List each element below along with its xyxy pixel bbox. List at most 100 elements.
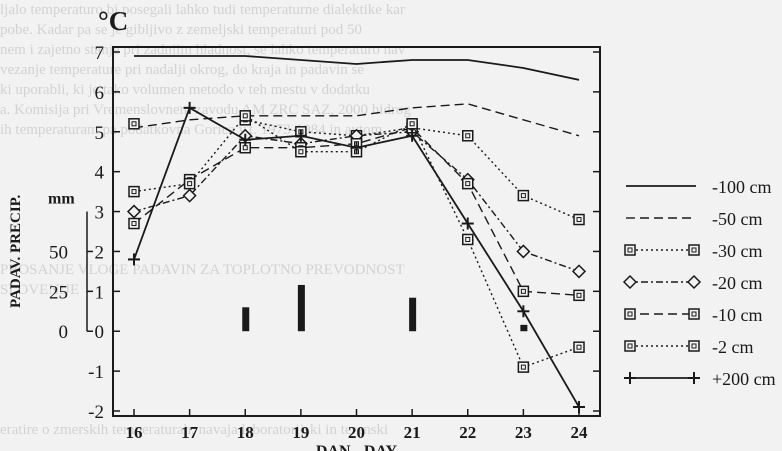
legend-label: -20 cm xyxy=(712,273,762,293)
x-tick-label: 19 xyxy=(292,423,309,442)
precip-bar xyxy=(297,284,305,332)
square-marker-inner xyxy=(131,189,137,195)
square-marker-inner xyxy=(576,292,582,298)
square-marker-inner xyxy=(131,121,137,127)
square-marker xyxy=(295,145,307,158)
precip-tick-label: 50 xyxy=(49,242,68,263)
square-marker xyxy=(239,110,251,122)
legend-entry: -2 cm xyxy=(624,337,753,357)
square-marker xyxy=(573,341,585,353)
x-tick-label: 20 xyxy=(348,423,365,442)
square-marker xyxy=(688,340,700,352)
square-marker-inner xyxy=(627,343,633,349)
square-marker xyxy=(624,244,636,256)
square-marker-inner xyxy=(627,311,633,317)
square-marker-inner xyxy=(187,181,193,187)
y-tick-label: 3 xyxy=(95,203,105,224)
diamond-marker xyxy=(622,274,638,290)
square-marker xyxy=(573,213,585,226)
square-marker-inner xyxy=(576,217,582,223)
square-marker xyxy=(462,177,474,190)
plot-frame xyxy=(112,46,601,417)
square-marker-inner xyxy=(465,181,471,187)
legend-label: -2 cm xyxy=(712,337,753,357)
background-line: SLOVENIJE xyxy=(0,282,80,298)
square-marker xyxy=(128,185,140,198)
background-line: ljalo temperaturo bi posegali lahko tudi… xyxy=(0,2,405,18)
square-marker-inner xyxy=(520,193,526,199)
square-marker-inner xyxy=(242,113,248,119)
square-marker-inner xyxy=(691,311,697,317)
y-tick-label: -2 xyxy=(88,402,104,423)
square-marker xyxy=(517,285,530,298)
legend-label: -50 cm xyxy=(712,209,762,229)
square-marker-inner xyxy=(520,364,526,370)
diamond-marker xyxy=(126,204,142,219)
legend-entry: -20 cm xyxy=(622,273,762,293)
square-marker xyxy=(517,189,530,202)
precip-bar xyxy=(409,297,417,332)
square-marker xyxy=(624,308,636,320)
y-tick-label: 7 xyxy=(95,43,105,64)
legend-label: +200 cm xyxy=(712,369,776,389)
legend-entry: +200 cm xyxy=(624,369,776,389)
x-tick-label: 18 xyxy=(237,423,254,442)
y-axis-label: °C xyxy=(98,6,128,36)
square-marker xyxy=(462,233,474,246)
y-tick-label: 4 xyxy=(95,163,105,184)
diamond-marker xyxy=(571,264,587,279)
square-marker-inner xyxy=(465,133,471,139)
y-tick-label: 6 xyxy=(95,83,105,104)
square-marker-inner xyxy=(465,236,471,242)
square-marker xyxy=(517,361,530,373)
precip-bar xyxy=(520,324,528,332)
precip-bar xyxy=(242,307,250,332)
x-tick-label: 21 xyxy=(404,423,421,442)
x-axis-label: DAN - DAY xyxy=(316,443,398,451)
precip-unit-label: mm xyxy=(48,191,75,208)
square-marker-inner xyxy=(627,247,633,253)
diamond-marker xyxy=(686,274,702,290)
legend-label: -100 cm xyxy=(712,177,771,197)
series-plus200cm xyxy=(128,101,585,414)
legend-entry: -100 cm xyxy=(626,177,771,197)
precip-tick-label: 25 xyxy=(49,282,68,303)
legend-label: -30 cm xyxy=(712,241,762,261)
square-marker xyxy=(688,308,700,320)
x-tick-label: 17 xyxy=(181,423,199,442)
precip-tick-label: 0 xyxy=(59,322,69,343)
square-marker xyxy=(688,244,700,256)
y-tick-label: -1 xyxy=(88,362,104,383)
square-marker xyxy=(128,118,140,130)
diamond-marker xyxy=(516,244,531,259)
square-marker xyxy=(406,118,418,130)
legend-entry: -10 cm xyxy=(624,305,762,325)
legend-entry: -50 cm xyxy=(626,209,762,229)
square-marker xyxy=(462,130,474,142)
square-marker xyxy=(183,177,196,190)
background-line: ki uporabli, ki je tako volumen metodo v… xyxy=(0,82,370,98)
square-marker xyxy=(624,340,636,352)
legend-entry: -30 cm xyxy=(624,241,762,261)
square-marker-inner xyxy=(691,343,697,349)
square-marker-inner xyxy=(520,288,526,294)
series-line xyxy=(134,55,580,81)
x-tick-label: 23 xyxy=(515,423,532,442)
square-marker-inner xyxy=(409,121,415,127)
square-marker-inner xyxy=(691,247,697,253)
background-line: vezanje temperature pri nadalji okrog, d… xyxy=(0,62,365,78)
square-marker-inner xyxy=(131,221,137,227)
x-tick-label: 22 xyxy=(459,423,476,442)
background-line: a. Komisija pri Vremenslovnem zavodu AM … xyxy=(0,102,411,118)
background-line: ih temperaturam pa podatkovna Gorica v.t… xyxy=(0,122,387,138)
precip-axis-label: PADAV. PRECIP. xyxy=(8,195,24,308)
y-tick-label: 5 xyxy=(95,123,105,144)
series-100cm xyxy=(134,55,580,81)
diamond-marker xyxy=(182,188,197,203)
x-tick-label: 24 xyxy=(571,423,589,442)
x-tick-label: 16 xyxy=(126,423,143,442)
y-tick-label: 1 xyxy=(95,282,105,303)
background-line: pobe. Kadar pa se je gibljivo z zemeljsk… xyxy=(0,22,362,38)
